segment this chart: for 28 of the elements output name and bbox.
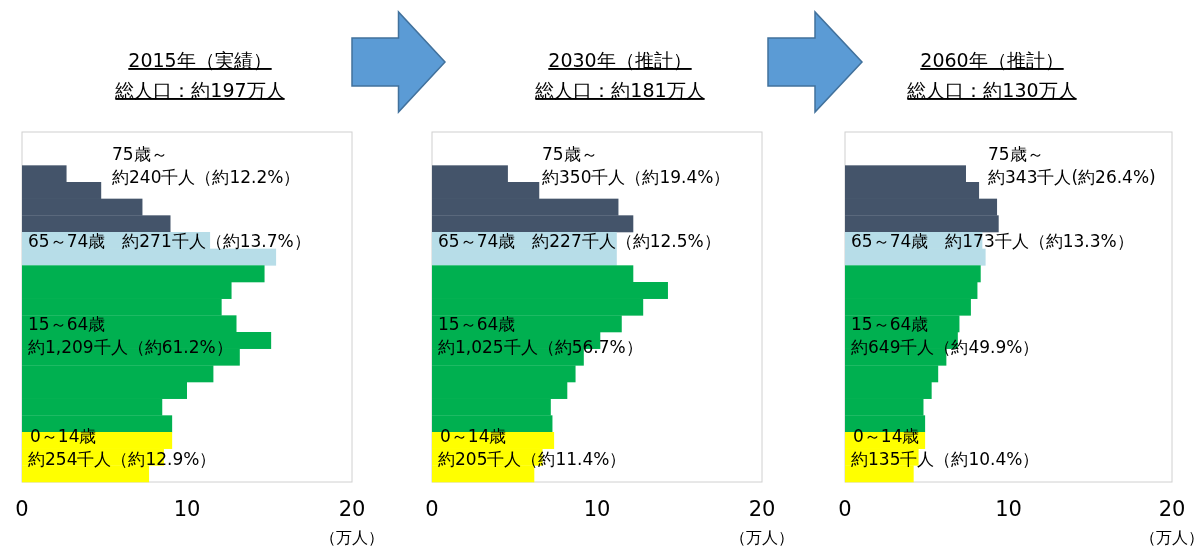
x-tick-label: 0 [15, 497, 29, 521]
annotation: 0～14歳 [30, 426, 97, 446]
x-tick-label: 10 [995, 497, 1022, 521]
annotation: 15～64歳 [28, 314, 106, 334]
x-tick-label: 20 [748, 497, 776, 521]
x-tick-label: 0 [838, 497, 852, 521]
text: 75歳～ [112, 144, 168, 164]
annotation: 約1,209千人（約61.2%） [28, 337, 233, 357]
text: 75歳～ [988, 144, 1044, 164]
x-tick-label: 20 [338, 497, 366, 521]
annotation: 15～64歳 [851, 314, 929, 334]
annotation: 65～74歳 約173千人（約13.3%） [851, 231, 1134, 251]
annotation: 65～74歳 約271千人（約13.7%） [28, 231, 311, 251]
x-axis-title: （万人） [1140, 528, 1197, 547]
annotation: 約240千人（約12.2%） [112, 167, 301, 187]
annotation: 15～64歳 [438, 314, 516, 334]
x-tick-label: 10 [173, 497, 201, 521]
annotation: 約343千人(約26.4%) [988, 167, 1156, 187]
annotation: 0～14歳 [853, 426, 920, 446]
annotation: 65～74歳 約227千人（約12.5%） [438, 231, 721, 251]
annotation: 0～14歳 [440, 426, 507, 446]
x-axis-title: （万人） [730, 528, 794, 547]
text: 75歳～ [542, 144, 598, 164]
x-tick-label: 0 [425, 497, 439, 521]
x-axis-title: （万人） [320, 528, 384, 547]
annotation: 約350千人（約19.4%） [542, 167, 731, 187]
x-tick-label: 10 [583, 497, 611, 521]
x-tick-label: 20 [1158, 497, 1186, 521]
